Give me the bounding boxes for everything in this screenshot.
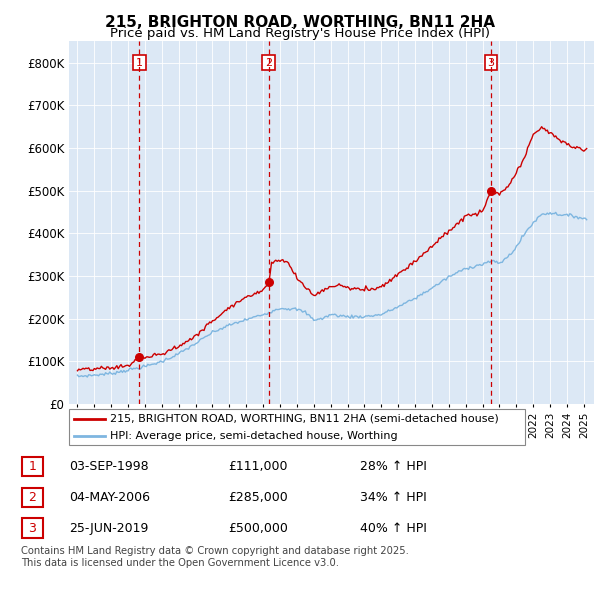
Text: 2: 2: [28, 491, 37, 504]
Text: 215, BRIGHTON ROAD, WORTHING, BN11 2HA (semi-detached house): 215, BRIGHTON ROAD, WORTHING, BN11 2HA (…: [110, 414, 499, 424]
Text: 2: 2: [265, 58, 272, 68]
Text: 215, BRIGHTON ROAD, WORTHING, BN11 2HA: 215, BRIGHTON ROAD, WORTHING, BN11 2HA: [105, 15, 495, 30]
Text: 25-JUN-2019: 25-JUN-2019: [69, 522, 148, 535]
Text: 3: 3: [488, 58, 494, 68]
Point: [264, 278, 274, 287]
Text: Contains HM Land Registry data © Crown copyright and database right 2025.
This d: Contains HM Land Registry data © Crown c…: [21, 546, 409, 568]
Text: 03-SEP-1998: 03-SEP-1998: [69, 460, 149, 473]
Text: Price paid vs. HM Land Registry's House Price Index (HPI): Price paid vs. HM Land Registry's House …: [110, 27, 490, 40]
Text: £111,000: £111,000: [228, 460, 287, 473]
Text: £285,000: £285,000: [228, 491, 288, 504]
Text: 3: 3: [28, 522, 37, 535]
Text: 04-MAY-2006: 04-MAY-2006: [69, 491, 150, 504]
Point: [134, 352, 144, 362]
Text: 1: 1: [136, 58, 143, 68]
Point: [486, 186, 496, 195]
Text: 28% ↑ HPI: 28% ↑ HPI: [360, 460, 427, 473]
Text: HPI: Average price, semi-detached house, Worthing: HPI: Average price, semi-detached house,…: [110, 431, 398, 441]
Text: 40% ↑ HPI: 40% ↑ HPI: [360, 522, 427, 535]
Text: 1: 1: [28, 460, 37, 473]
Text: 34% ↑ HPI: 34% ↑ HPI: [360, 491, 427, 504]
FancyBboxPatch shape: [69, 409, 525, 445]
Text: £500,000: £500,000: [228, 522, 288, 535]
